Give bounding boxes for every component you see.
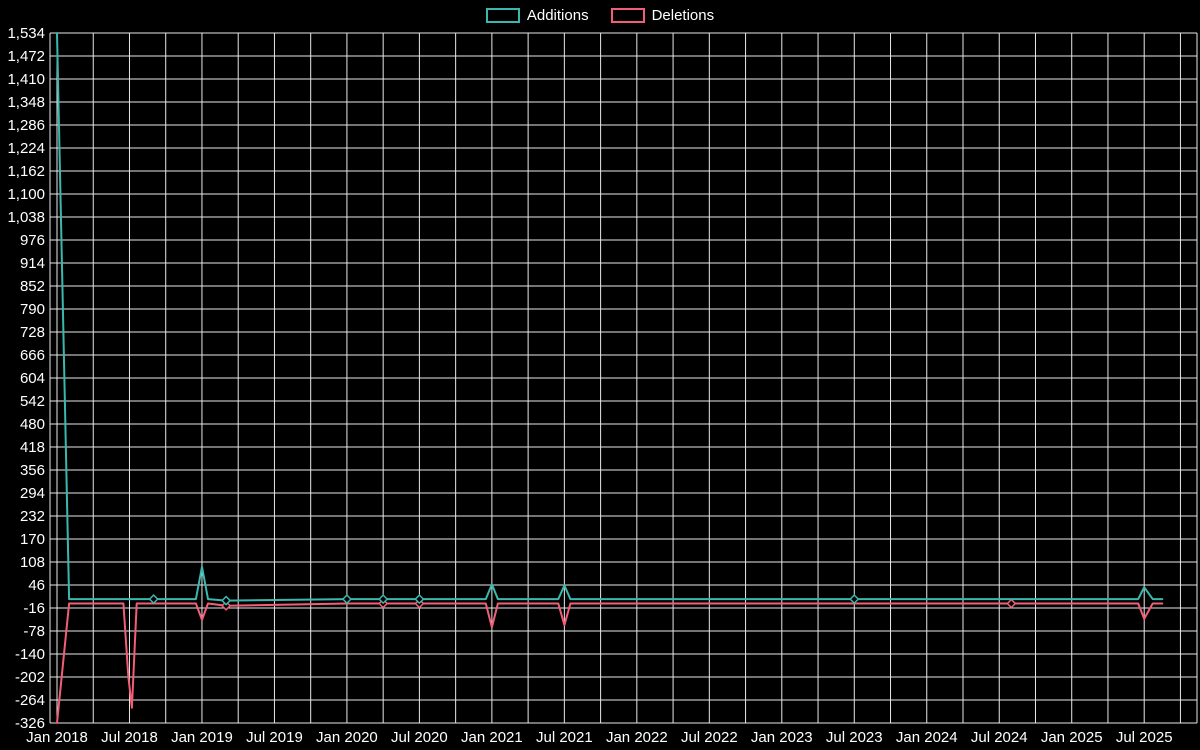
legend-item-deletions[interactable]: Deletions — [610, 7, 715, 24]
svg-text:1,224: 1,224 — [7, 140, 45, 157]
svg-text:356: 356 — [20, 462, 45, 479]
svg-text:Jan 2025: Jan 2025 — [1041, 729, 1103, 746]
svg-text:Jan 2024: Jan 2024 — [896, 729, 958, 746]
svg-text:1,348: 1,348 — [7, 94, 45, 111]
chart-legend: Additions Deletions — [0, 7, 1200, 24]
legend-label-deletions: Deletions — [651, 7, 715, 24]
svg-text:Jan 2022: Jan 2022 — [606, 729, 668, 746]
svg-text:1,100: 1,100 — [7, 186, 45, 203]
svg-text:1,162: 1,162 — [7, 163, 45, 180]
svg-text:Jan 2023: Jan 2023 — [751, 729, 813, 746]
svg-text:Jan 2020: Jan 2020 — [316, 729, 378, 746]
svg-text:-140: -140 — [15, 646, 45, 663]
svg-text:1,410: 1,410 — [7, 71, 45, 88]
svg-text:418: 418 — [20, 439, 45, 456]
svg-text:Jan 2019: Jan 2019 — [171, 729, 233, 746]
svg-text:Jul 2022: Jul 2022 — [681, 729, 738, 746]
svg-text:Jul 2020: Jul 2020 — [391, 729, 448, 746]
svg-text:170: 170 — [20, 531, 45, 548]
svg-text:-202: -202 — [15, 669, 45, 686]
svg-text:46: 46 — [28, 577, 45, 594]
svg-text:604: 604 — [20, 370, 45, 387]
svg-text:666: 666 — [20, 347, 45, 364]
legend-item-additions[interactable]: Additions — [485, 7, 589, 24]
svg-text:480: 480 — [20, 416, 45, 433]
svg-text:1,038: 1,038 — [7, 209, 45, 226]
svg-text:852: 852 — [20, 278, 45, 295]
svg-text:1,286: 1,286 — [7, 117, 45, 134]
svg-text:728: 728 — [20, 324, 45, 341]
svg-text:Jul 2021: Jul 2021 — [536, 729, 593, 746]
svg-text:Jan 2018: Jan 2018 — [26, 729, 88, 746]
svg-text:542: 542 — [20, 393, 45, 410]
svg-text:294: 294 — [20, 485, 45, 502]
svg-text:Jul 2018: Jul 2018 — [101, 729, 158, 746]
svg-text:-78: -78 — [23, 623, 45, 640]
svg-text:-326: -326 — [15, 715, 45, 732]
svg-text:108: 108 — [20, 554, 45, 571]
svg-text:1,472: 1,472 — [7, 48, 45, 65]
svg-text:232: 232 — [20, 508, 45, 525]
svg-text:Jul 2025: Jul 2025 — [1116, 729, 1173, 746]
svg-text:Jan 2021: Jan 2021 — [461, 729, 523, 746]
svg-text:-16: -16 — [23, 600, 45, 617]
svg-text:914: 914 — [20, 255, 45, 272]
svg-text:Jul 2019: Jul 2019 — [246, 729, 303, 746]
legend-label-additions: Additions — [526, 7, 589, 24]
additions-swatch — [485, 8, 520, 23]
svg-text:Jul 2024: Jul 2024 — [971, 729, 1028, 746]
deletions-swatch — [610, 8, 645, 23]
svg-text:-264: -264 — [15, 692, 45, 709]
svg-text:790: 790 — [20, 301, 45, 318]
svg-text:Jul 2023: Jul 2023 — [826, 729, 883, 746]
svg-text:1,534: 1,534 — [7, 25, 45, 42]
svg-text:976: 976 — [20, 232, 45, 249]
